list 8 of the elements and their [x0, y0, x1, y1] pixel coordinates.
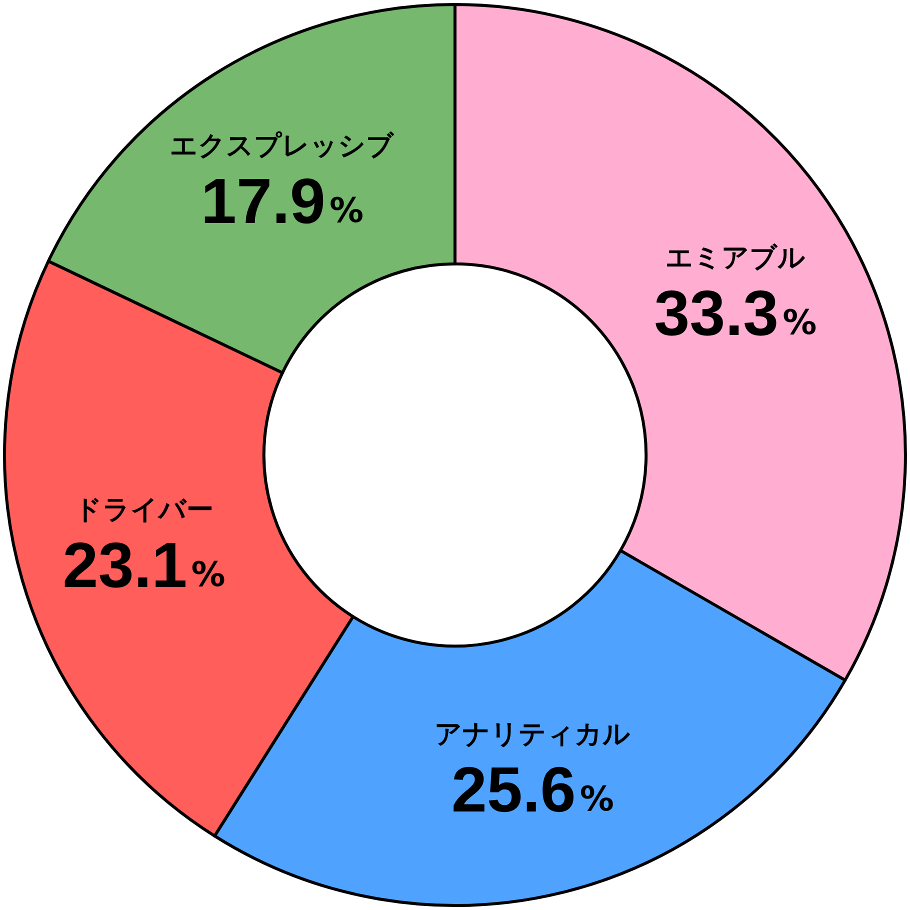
slice-label: ドライバー: [74, 494, 214, 526]
slice-label: エミアブル: [665, 242, 806, 274]
slice-label: アナリティカル: [434, 718, 631, 750]
slice-label: エクスプレッシブ: [170, 130, 396, 162]
data-label: 25.6%: [451, 753, 614, 826]
data-label: 33.3%: [654, 277, 817, 350]
data-label: 23.1%: [62, 528, 226, 601]
data-label: 17.9%: [200, 165, 364, 238]
